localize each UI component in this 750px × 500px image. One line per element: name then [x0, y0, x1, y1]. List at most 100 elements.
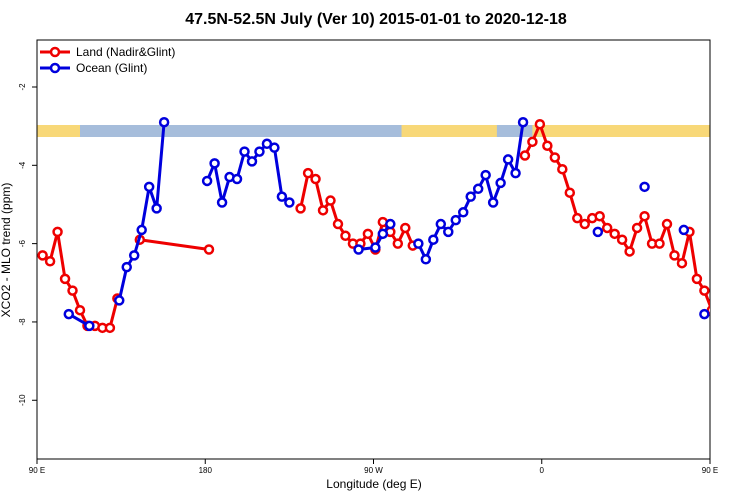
data-point-ocean: [216, 197, 228, 208]
data-point-ocean: [639, 181, 650, 193]
data-point-ocean: [480, 169, 491, 181]
y-tick-label: -6: [18, 240, 27, 248]
data-point-ocean: [435, 218, 447, 230]
chart-title: 47.5N-52.5N July (Ver 10) 2015-01-01 to …: [185, 11, 567, 28]
x-tick-label: 90 W: [364, 466, 383, 475]
data-point-ocean: [254, 146, 265, 157]
y-axis: -2 -4 -6 -8 -10: [18, 83, 37, 406]
data-point-ocean: [495, 177, 506, 189]
data-point-ocean: [592, 226, 604, 238]
data-point-land: [302, 167, 314, 179]
x-axis: 90 E 180 90 W 0 90 E: [29, 459, 718, 475]
data-point-land: [594, 210, 605, 222]
surface-band: [37, 125, 710, 137]
data-point-ocean: [377, 228, 389, 240]
data-point-ocean: [128, 250, 140, 261]
data-point-land: [564, 187, 576, 198]
data-point-ocean: [121, 261, 132, 273]
y-tick-label: -8: [18, 318, 27, 326]
x-axis-label: Longitude (deg E): [326, 477, 421, 491]
data-point-land: [527, 136, 538, 148]
data-point-land: [557, 163, 568, 175]
data-point-land: [572, 212, 583, 224]
x-tick-label: 180: [199, 466, 213, 475]
y-tick-label: -10: [18, 394, 27, 406]
data-point-land: [362, 228, 374, 240]
data-point-ocean: [699, 308, 710, 320]
data-point-ocean: [269, 142, 280, 153]
data-point-ocean: [284, 197, 295, 208]
data-point-ocean: [276, 191, 288, 202]
legend-ocean-marker: [49, 62, 61, 74]
data-point-land: [104, 322, 116, 334]
series-ocean: [63, 116, 710, 332]
data-point-ocean: [231, 173, 243, 185]
series-line-ocean: [358, 223, 392, 251]
series-layer: [37, 116, 710, 334]
x-tick-label: 90 E: [702, 466, 718, 475]
data-point-land: [340, 230, 351, 242]
data-point-land: [639, 210, 650, 222]
data-point-ocean: [443, 226, 454, 238]
data-point-land: [654, 238, 665, 249]
data-point-land: [609, 228, 620, 240]
legend: Land (Nadir&Glint) Ocean (Glint): [40, 45, 175, 75]
data-point-ocean: [472, 183, 484, 195]
data-point-ocean: [84, 320, 95, 332]
data-point-land: [631, 222, 643, 234]
data-point-ocean: [502, 154, 514, 165]
data-point-land: [37, 250, 48, 261]
band-land-segment: [532, 125, 710, 137]
data-point-ocean: [465, 191, 476, 202]
data-point-land: [203, 244, 215, 255]
data-point-ocean: [151, 203, 162, 214]
data-point-land: [624, 246, 635, 257]
data-point-ocean: [517, 116, 529, 128]
data-point-ocean: [239, 146, 250, 157]
band-land-segment: [37, 125, 80, 137]
data-point-ocean: [136, 224, 147, 236]
data-point-land: [549, 152, 561, 163]
data-point-ocean: [428, 234, 439, 245]
data-point-land: [325, 195, 336, 206]
data-point-land: [67, 285, 78, 296]
data-point-ocean: [158, 116, 170, 128]
data-point-ocean: [370, 242, 381, 253]
data-point-land: [310, 173, 321, 185]
data-point-land: [59, 273, 71, 285]
data-point-ocean: [114, 295, 125, 306]
data-point-ocean: [143, 181, 155, 193]
data-point-land: [699, 285, 710, 296]
y-tick-label: -2: [18, 83, 27, 91]
data-point-ocean: [353, 244, 364, 255]
data-point-land: [669, 250, 680, 261]
data-point-ocean: [450, 214, 462, 226]
data-point-land: [44, 255, 56, 267]
series-line-land: [139, 238, 210, 251]
x-tick-label: 90 E: [29, 466, 45, 475]
data-point-land: [676, 257, 688, 269]
data-point-land: [295, 203, 306, 214]
data-point-ocean: [510, 167, 521, 179]
data-point-ocean: [385, 218, 396, 230]
data-point-land: [661, 218, 673, 230]
legend-land-label: Land (Nadir&Glint): [76, 45, 175, 59]
data-point-ocean: [457, 207, 469, 218]
data-point-land: [534, 118, 546, 130]
y-tick-label: -4: [18, 161, 27, 169]
data-point-ocean: [420, 254, 432, 265]
data-point-land: [616, 234, 628, 245]
series-line-ocean: [205, 142, 291, 205]
data-point-land: [579, 218, 590, 230]
data-point-land: [400, 222, 411, 234]
legend-land-marker: [49, 46, 61, 58]
data-point-land: [317, 205, 329, 216]
x-tick-label: 0: [540, 466, 545, 475]
band-land-segment: [401, 125, 497, 137]
legend-ocean-label: Ocean (Glint): [76, 61, 147, 75]
data-point-ocean: [209, 158, 220, 169]
data-point-land: [519, 150, 531, 161]
data-point-land: [601, 222, 613, 234]
data-point-ocean: [63, 308, 75, 320]
